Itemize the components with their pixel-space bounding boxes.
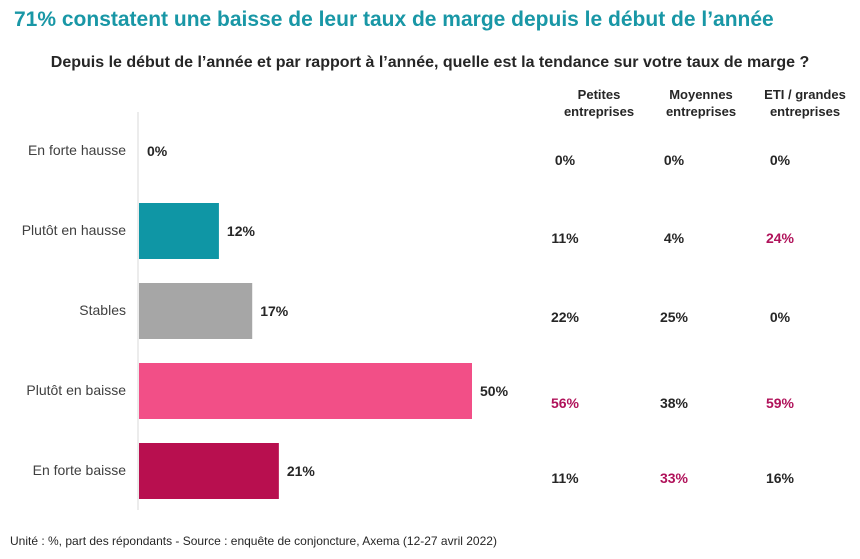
table-cell: 22%: [550, 309, 580, 325]
table-cell: 16%: [765, 470, 795, 486]
category-label: En forte hausse: [27, 142, 126, 158]
table-cell: 11%: [551, 470, 579, 486]
table-cell: 0%: [663, 152, 685, 168]
column-header-line1: Moyennes: [669, 87, 733, 102]
bar: [139, 283, 253, 339]
category-label: Plutôt en hausse: [21, 222, 126, 238]
table-cell: 56%: [550, 395, 580, 411]
bar-value-label: 12%: [227, 223, 256, 239]
column-header-line1: ETI / grandes: [764, 87, 846, 102]
column-header-moyennes: Moyennes entreprises: [646, 86, 756, 120]
table-cell: 59%: [765, 395, 795, 411]
source-footer: Unité : %, part des répondants - Source …: [10, 534, 497, 548]
column-header-eti: ETI / grandes entreprises: [750, 86, 860, 120]
table-cell: 24%: [765, 230, 795, 246]
bar-value-label: 50%: [480, 383, 509, 399]
bar: [139, 443, 279, 499]
table-cell: 0%: [769, 309, 791, 325]
table-cell: 33%: [659, 470, 689, 486]
table-cell: 38%: [659, 395, 689, 411]
table-cell: 0%: [554, 152, 576, 168]
bar-value-label: 21%: [287, 463, 316, 479]
column-header-petites: Petites entreprises: [544, 86, 654, 120]
column-header-line2: entreprises: [665, 104, 737, 119]
bar-value-label: 0%: [147, 143, 168, 159]
column-header-line2: entreprises: [563, 104, 635, 119]
category-label: Stables: [79, 302, 126, 318]
category-label: En forte baisse: [32, 462, 126, 478]
chart-subtitle: Depuis le début de l’année et par rappor…: [50, 54, 810, 71]
table-cell: 25%: [659, 309, 689, 325]
table-cell: 4%: [663, 230, 685, 246]
bar: [139, 203, 219, 259]
bar-value-label: 17%: [260, 303, 289, 319]
bar: [139, 363, 472, 419]
table-cell: 11%: [551, 230, 579, 246]
category-label: Plutôt en baisse: [26, 382, 126, 398]
table-cell: 0%: [769, 152, 791, 168]
column-header-line1: Petites: [577, 87, 621, 102]
chart-title: 71% constatent une baisse de leur taux d…: [14, 8, 774, 31]
column-header-line2: entreprises: [769, 104, 841, 119]
